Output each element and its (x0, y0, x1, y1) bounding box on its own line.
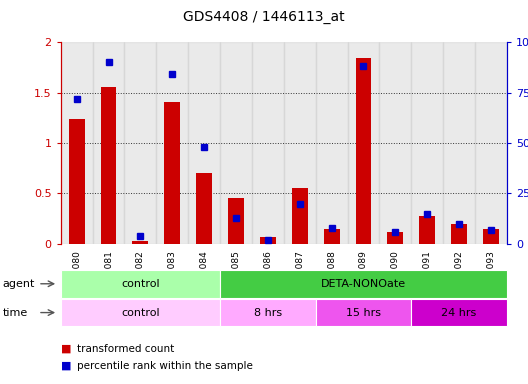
Bar (347, 42, 380, 244)
Bar (443, 42, 475, 244)
Text: 15 hrs: 15 hrs (346, 308, 381, 318)
Bar (380, 42, 411, 244)
Bar (475, 42, 507, 244)
Bar (260, 237, 276, 244)
Bar (483, 229, 499, 244)
Bar (292, 189, 308, 244)
Bar (355, 58, 371, 244)
Bar (388, 232, 403, 244)
Text: 8 hrs: 8 hrs (254, 308, 282, 318)
Text: transformed count: transformed count (77, 344, 174, 354)
Text: control: control (121, 308, 159, 318)
Bar (61, 42, 92, 244)
Text: DETA-NONOate: DETA-NONOate (321, 279, 406, 289)
Text: percentile rank within the sample: percentile rank within the sample (77, 361, 252, 371)
Bar (164, 102, 180, 244)
Bar (451, 223, 467, 244)
Bar (156, 42, 188, 244)
Text: ■: ■ (61, 361, 71, 371)
Bar (92, 42, 125, 244)
Bar (252, 42, 284, 244)
Bar (316, 42, 347, 244)
Bar (284, 42, 316, 244)
Bar (188, 42, 220, 244)
Bar (411, 42, 443, 244)
Text: GDS4408 / 1446113_at: GDS4408 / 1446113_at (183, 10, 345, 23)
Text: 24 hrs: 24 hrs (441, 308, 477, 318)
Bar (196, 173, 212, 244)
Bar (100, 87, 117, 244)
Text: control: control (121, 279, 159, 289)
Text: ■: ■ (61, 344, 71, 354)
Bar (228, 199, 244, 244)
Bar (220, 42, 252, 244)
Bar (125, 42, 156, 244)
Bar (419, 216, 435, 244)
Text: time: time (3, 308, 28, 318)
Bar (69, 119, 84, 244)
Bar (133, 241, 148, 244)
Bar (324, 229, 340, 244)
Text: agent: agent (3, 279, 35, 289)
